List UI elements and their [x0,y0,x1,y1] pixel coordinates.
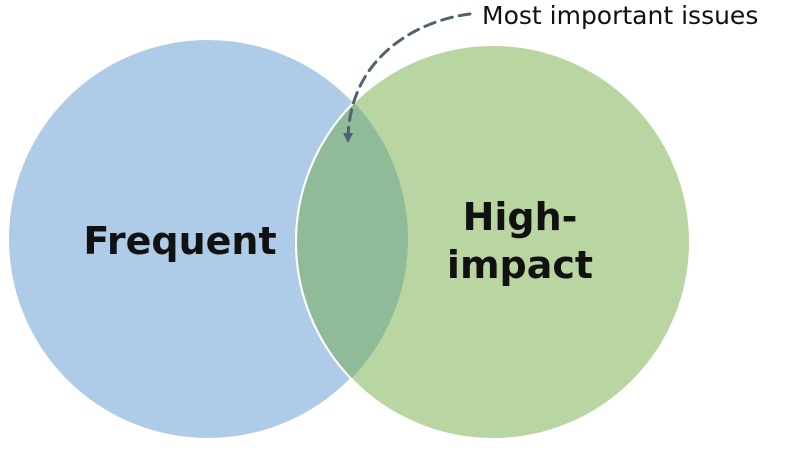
frequent-label: Frequent [83,219,276,263]
callout-arrow [343,12,472,143]
high-impact-label-line2: impact [447,243,593,287]
high-impact-label-line1: High- [463,195,578,239]
callout-label: Most important issues [482,1,758,30]
